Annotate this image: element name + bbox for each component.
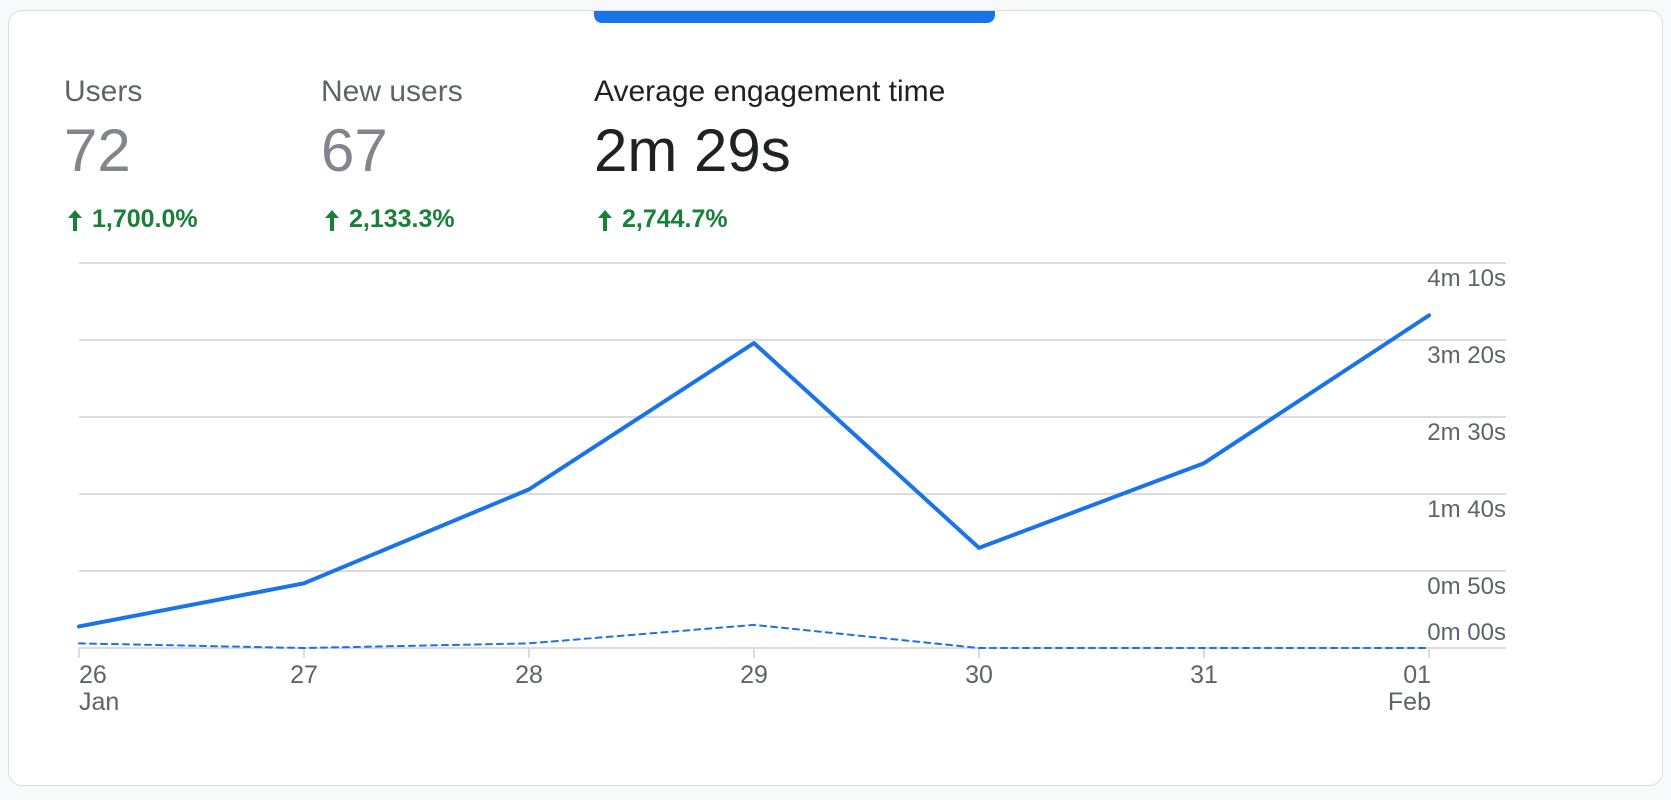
- y-tick-label: 4m 10s: [1427, 265, 1506, 292]
- metric-new-users[interactable]: New users 67 2,133.3%: [321, 75, 463, 234]
- arrow-up-icon: [68, 209, 82, 231]
- metric-value: 72: [64, 117, 131, 184]
- x-tick-label: 01: [1403, 661, 1431, 689]
- metric-value: 2m 29s: [594, 117, 791, 184]
- metric-delta-value: 2,133.3%: [349, 205, 455, 233]
- primary-series-line: [77, 313, 1431, 629]
- x-tick-label: 31: [1190, 661, 1218, 689]
- x-tick-label: 26: [79, 661, 107, 689]
- y-tick-label: 2m 30s: [1427, 419, 1506, 446]
- y-tick-label: 3m 20s: [1427, 342, 1506, 369]
- metric-delta-value: 2,744.7%: [622, 205, 728, 233]
- arrow-up-icon: [325, 209, 339, 231]
- metric-delta: 2,744.7%: [594, 205, 945, 234]
- x-tick-label: 28: [515, 661, 543, 689]
- x-tick-label: 29: [740, 661, 768, 689]
- y-tick-label: 1m 40s: [1427, 496, 1506, 523]
- metric-value: 67: [321, 117, 388, 184]
- x-tick-label: 27: [290, 661, 318, 689]
- arrow-up-icon: [598, 209, 612, 231]
- engagement-time-line-chart: 0m 00s 0m 50s 1m 40s 2m 30s 3m 20s 4m 10s 26Ja…: [77, 262, 1506, 716]
- active-tab-indicator: [594, 11, 995, 23]
- metric-label: New users: [321, 75, 463, 108]
- metric-delta: 2,133.3%: [321, 205, 463, 234]
- metric-average-engagement-time[interactable]: Average engagement time 2m 29s 2,744.7%: [594, 75, 945, 234]
- y-tick-label: 0m 50s: [1427, 573, 1506, 600]
- engagement-card: Users 72 1,700.0% New users 67 2,133.3% …: [8, 10, 1663, 786]
- metric-delta-value: 1,700.0%: [92, 205, 198, 233]
- x-tick-label: 30: [965, 661, 993, 689]
- metric-label: Users: [64, 75, 143, 108]
- metric-delta: 1,700.0%: [64, 205, 198, 234]
- metric-label: Average engagement time: [594, 75, 946, 108]
- y-tick-label: 0m 00s: [1427, 619, 1506, 646]
- x-tick-sublabel: Feb: [1388, 688, 1431, 716]
- x-tick-sublabel: Jan: [79, 688, 119, 716]
- metric-users[interactable]: Users 72 1,700.0%: [64, 75, 198, 234]
- comparison-series-line: [78, 623, 1430, 649]
